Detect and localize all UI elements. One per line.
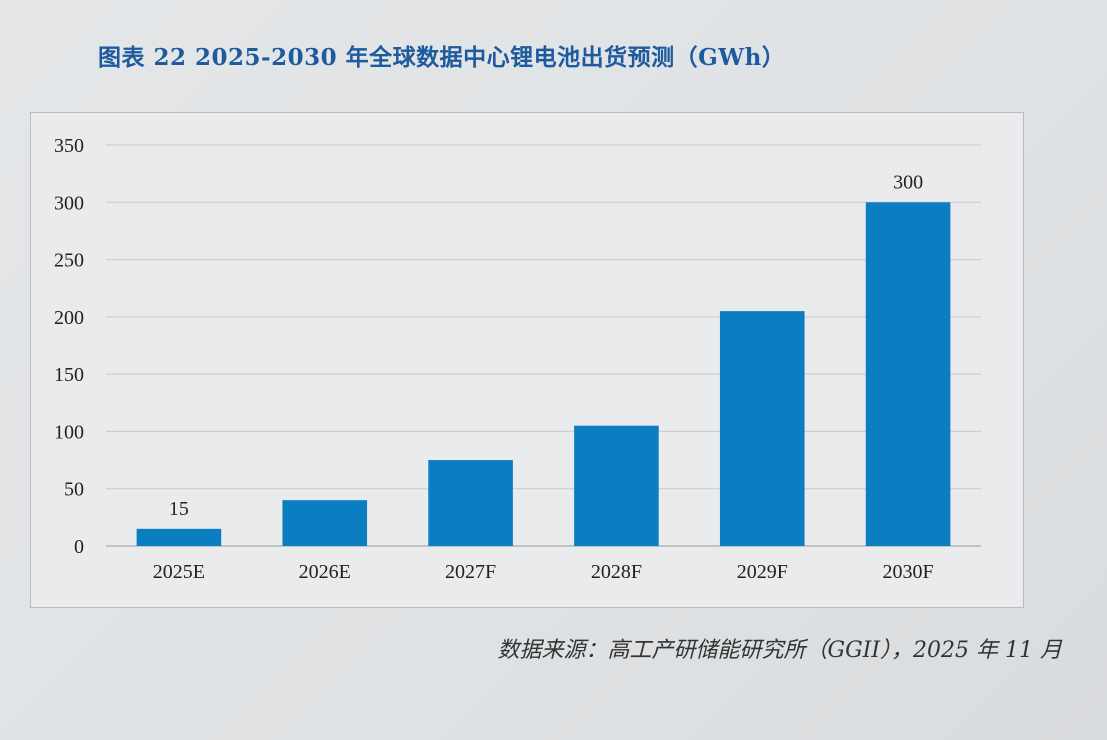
- bar: [428, 460, 513, 546]
- y-tick-label: 250: [54, 250, 84, 272]
- x-tick-label: 2028F: [591, 561, 642, 583]
- bar: [574, 425, 659, 546]
- chart-frame: 0 50 100 150 200 250 300 350 2025E 15 2026E 2027F 20…: [30, 112, 1024, 608]
- y-tick-label: 50: [64, 479, 84, 501]
- y-tick-label: 200: [54, 307, 84, 329]
- data-source-note: 数据来源：高工产研储能研究所（GGII），2025 年 11 月: [497, 638, 1063, 663]
- y-tick-label: 0: [74, 536, 84, 558]
- x-tick-label: 2025E: [153, 561, 205, 583]
- x-tick-label: 2027F: [445, 561, 496, 583]
- bar: [865, 202, 951, 546]
- chart-title: 图表 22 2025-2030 年全球数据中心锂电池出货预测（GWh）: [98, 44, 786, 71]
- bar: [719, 311, 805, 546]
- bar: [282, 500, 368, 546]
- bar: [136, 528, 222, 546]
- y-tick-label: 300: [54, 192, 84, 214]
- x-tick-label: 2030F: [883, 561, 934, 583]
- y-tick-label: 100: [54, 421, 84, 443]
- data-label: 15: [169, 498, 189, 520]
- y-tick-label: 150: [54, 364, 84, 386]
- y-tick-label: 350: [54, 135, 84, 157]
- x-tick-label: 2029F: [737, 561, 788, 583]
- data-label: 300: [893, 171, 923, 193]
- x-tick-label: 2026E: [299, 561, 351, 583]
- bar-chart: 0 50 100 150 200 250 300 350 2025E 15 2026E 2027F 20…: [54, 135, 981, 583]
